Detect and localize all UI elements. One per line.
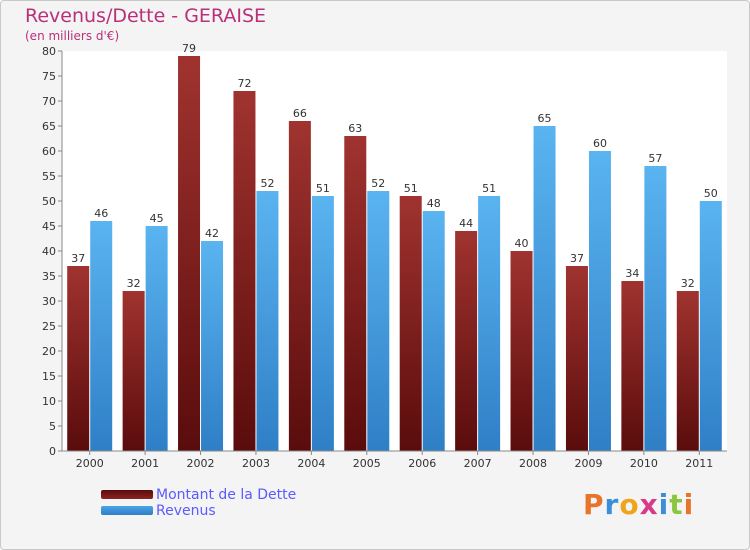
logo-letter: t: [669, 488, 684, 521]
y-tick-label: 75: [42, 70, 56, 83]
data-label-debt: 72: [237, 77, 251, 90]
data-label-revenue: 65: [538, 112, 552, 125]
bar-revenue: [201, 241, 224, 451]
chart-title: Revenus/Dette - GERAISE: [25, 5, 267, 27]
x-tick-label: 2001: [131, 457, 159, 470]
bar-debt: [621, 281, 644, 451]
legend-swatch-revenue: [101, 506, 153, 515]
bar-debt: [178, 56, 201, 451]
x-tick-label: 2007: [464, 457, 492, 470]
bar-debt: [565, 266, 588, 451]
logo-letter: i: [658, 488, 670, 521]
data-label-debt: 51: [404, 182, 418, 195]
x-tick-label: 2008: [519, 457, 547, 470]
bar-revenue: [478, 196, 501, 451]
data-label-revenue: 52: [371, 177, 385, 190]
data-label-debt: 40: [515, 237, 529, 250]
y-tick-label: 60: [42, 145, 56, 158]
x-tick-label: 2004: [297, 457, 325, 470]
logo-letter: r: [604, 488, 620, 521]
x-tick-label: 2009: [574, 457, 602, 470]
bar-revenue: [699, 201, 722, 451]
plot-area: [62, 51, 727, 451]
data-label-revenue: 42: [205, 227, 219, 240]
y-tick-label: 35: [42, 270, 56, 283]
x-tick-label: 2005: [353, 457, 381, 470]
bar-revenue: [533, 126, 556, 451]
bar-revenue: [311, 196, 334, 451]
data-label-revenue: 60: [593, 137, 607, 150]
bar-debt: [288, 121, 311, 451]
data-label-debt: 44: [459, 217, 473, 230]
bar-debt: [510, 251, 533, 451]
bar-revenue: [90, 221, 113, 451]
data-label-debt: 63: [348, 122, 362, 135]
proxiti-logo: Proxiti: [583, 488, 694, 521]
y-tick-label: 40: [42, 245, 56, 258]
data-label-debt: 37: [71, 252, 85, 265]
data-label-revenue: 51: [316, 182, 330, 195]
bar-debt: [67, 266, 90, 451]
x-tick-label: 2003: [242, 457, 270, 470]
bar-revenue: [367, 191, 390, 451]
logo-letter: i: [683, 488, 695, 521]
bar-debt: [455, 231, 478, 451]
bar-revenue: [145, 226, 168, 451]
data-label-revenue: 46: [94, 207, 108, 220]
legend-label-revenue: Revenus: [156, 503, 216, 519]
y-tick-label: 65: [42, 120, 56, 133]
y-tick-label: 70: [42, 95, 56, 108]
y-tick-label: 25: [42, 320, 56, 333]
y-tick-label: 10: [42, 395, 56, 408]
legend-label-debt: Montant de la Dette: [156, 487, 297, 503]
y-tick-label: 55: [42, 170, 56, 183]
data-label-debt: 32: [127, 277, 141, 290]
x-tick-label: 2010: [630, 457, 658, 470]
bar-debt: [233, 91, 256, 451]
logo-letter: P: [583, 488, 605, 521]
x-tick-label: 2006: [408, 457, 436, 470]
data-label-debt: 79: [182, 42, 196, 55]
data-label-revenue: 50: [704, 187, 718, 200]
logo-letter: x: [639, 488, 659, 521]
data-label-debt: 32: [681, 277, 695, 290]
legend-swatch-debt: [101, 490, 153, 499]
chart-subtitle: (en milliers d'€): [25, 29, 120, 43]
data-label-debt: 37: [570, 252, 584, 265]
y-tick-label: 20: [42, 345, 56, 358]
x-tick-label: 2011: [685, 457, 713, 470]
data-label-debt: 34: [625, 267, 639, 280]
x-tick-label: 2002: [187, 457, 215, 470]
bar-revenue: [256, 191, 279, 451]
y-tick-label: 0: [49, 445, 56, 458]
y-tick-label: 5: [49, 420, 56, 433]
logo-letter: o: [619, 488, 640, 521]
data-label-revenue: 48: [427, 197, 441, 210]
bar-revenue: [422, 211, 445, 451]
bar-debt: [344, 136, 367, 451]
y-tick-label: 45: [42, 220, 56, 233]
data-label-revenue: 52: [260, 177, 274, 190]
y-tick-label: 15: [42, 370, 56, 383]
bar-debt: [399, 196, 422, 451]
y-tick-label: 80: [42, 45, 56, 58]
data-label-revenue: 51: [482, 182, 496, 195]
bar-debt: [676, 291, 699, 451]
y-tick-label: 50: [42, 195, 56, 208]
data-label-revenue: 57: [648, 152, 662, 165]
bar-debt: [122, 291, 145, 451]
bar-revenue: [644, 166, 667, 451]
y-tick-label: 30: [42, 295, 56, 308]
data-label-revenue: 45: [150, 212, 164, 225]
x-tick-label: 2000: [76, 457, 104, 470]
bar-revenue: [588, 151, 611, 451]
data-label-debt: 66: [293, 107, 307, 120]
